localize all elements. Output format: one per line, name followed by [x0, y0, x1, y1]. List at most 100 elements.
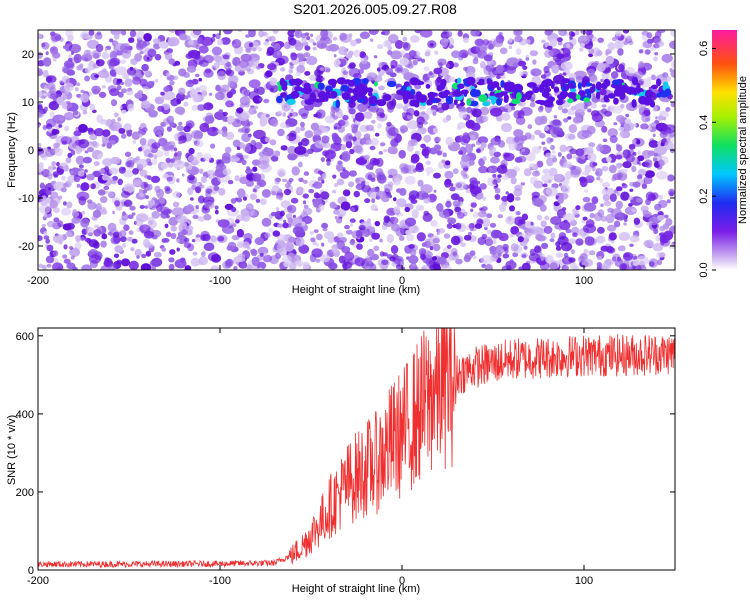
heatmap-cell [636, 139, 641, 145]
heatmap-band-cell [445, 95, 454, 105]
heatmap-cell [588, 74, 598, 83]
heatmap-cell [601, 104, 607, 108]
heatmap-cell [151, 264, 157, 270]
heatmap-cell [149, 260, 158, 267]
heatmap-cell [605, 55, 614, 65]
heatmap-cell [275, 207, 280, 211]
heatmap-cell [618, 245, 626, 252]
heatmap-cell [317, 170, 323, 175]
heatmap-cell [463, 37, 469, 44]
heatmap-cell [38, 165, 44, 173]
heatmap-cell [273, 150, 280, 157]
heatmap-cell [229, 154, 239, 163]
heatmap-cell [381, 66, 387, 71]
heatmap-cell [404, 175, 416, 185]
heatmap-cell [52, 234, 65, 243]
heatmap-cell [178, 121, 183, 126]
heatmap-cell [158, 41, 169, 49]
heatmap-cell [402, 36, 408, 42]
heatmap-cell [348, 108, 356, 115]
heatmap-cell [309, 231, 314, 235]
heatmap-cell [53, 207, 60, 214]
heatmap-cell [446, 244, 452, 249]
heatmap-cell [234, 63, 247, 73]
heatmap-cell [458, 150, 464, 155]
heatmap-cell [657, 115, 665, 121]
heatmap-cell [467, 231, 472, 236]
heatmap-cell [342, 114, 349, 121]
heatmap-cell [176, 215, 188, 224]
colorbar-tick-label: 0.6 [698, 41, 710, 56]
heatmap-cell [139, 205, 145, 209]
heatmap-cell [168, 58, 176, 65]
heatmap-cell [176, 150, 182, 157]
heatmap-cell [590, 102, 597, 109]
heatmap-cell [386, 121, 392, 127]
heatmap-cell [195, 73, 200, 78]
heatmap-cell [215, 33, 221, 40]
heatmap-cell [490, 137, 502, 146]
heatmap-cell [606, 224, 617, 232]
heatmap-cell [210, 143, 216, 149]
heatmap-cell [654, 145, 667, 156]
heatmap-cell [324, 231, 335, 240]
heatmap-cell [463, 255, 471, 263]
heatmap-cell [186, 65, 197, 73]
heatmap-cell [461, 208, 466, 213]
heatmap-cell [393, 197, 397, 202]
heatmap-cell [528, 163, 536, 171]
heatmap-cell [631, 165, 637, 173]
heatmap-cell [259, 119, 267, 127]
heatmap-cell [332, 174, 337, 179]
heatmap-band-cell [276, 95, 283, 104]
heatmap-cell [383, 215, 391, 223]
heatmap-cell [200, 230, 210, 240]
heatmap-cell [446, 31, 453, 38]
heatmap-cell [587, 108, 592, 113]
heatmap-cell [652, 157, 658, 162]
heatmap-band-cell [335, 99, 341, 109]
heatmap-cell [269, 139, 277, 146]
heatmap-cell [588, 142, 596, 148]
heatmap-cell [170, 225, 177, 232]
heatmap-cell [457, 30, 463, 37]
heatmap-cell [194, 140, 198, 145]
heatmap-cell [52, 51, 61, 59]
heatmap-cell [81, 210, 86, 215]
heatmap-cell [287, 145, 297, 155]
heatmap-cell [521, 148, 526, 153]
heatmap-cell [540, 220, 547, 228]
heatmap-cell [479, 207, 483, 211]
heatmap-cell [632, 256, 638, 260]
heatmap-cell [441, 159, 446, 164]
heatmap-band-cell [460, 89, 469, 95]
heatmap-cell [488, 167, 493, 173]
heatmap-cell [82, 109, 88, 115]
heatmap-cell [396, 198, 407, 208]
heatmap-cell [100, 240, 107, 248]
heatmap-band-cell [612, 79, 621, 86]
heatmap-cell [165, 231, 172, 238]
heatmap-cell [335, 164, 344, 171]
heatmap-cell [227, 241, 237, 251]
heatmap-cell [253, 129, 266, 140]
heatmap-cell [566, 43, 571, 48]
heatmap-cell [185, 120, 195, 129]
heatmap-cell [265, 114, 270, 118]
heatmap-cell [56, 96, 64, 105]
heatmap-cell [354, 130, 362, 139]
heatmap-cell [243, 196, 247, 201]
heatmap-cell [563, 118, 569, 123]
heatmap-cell [72, 109, 79, 116]
heatmap-cell [632, 139, 637, 144]
heatmap-cell [258, 97, 263, 101]
heatmap-cell [253, 212, 257, 217]
heatmap-cell [129, 205, 136, 211]
heatmap-cell [121, 49, 132, 59]
heatmap-cell [147, 153, 154, 158]
heatmap-cell [559, 220, 571, 231]
heatmap-cell [198, 168, 204, 174]
heatmap-cell [164, 185, 171, 192]
heatmap-cell [531, 191, 540, 198]
heatmap-cell [592, 93, 596, 98]
